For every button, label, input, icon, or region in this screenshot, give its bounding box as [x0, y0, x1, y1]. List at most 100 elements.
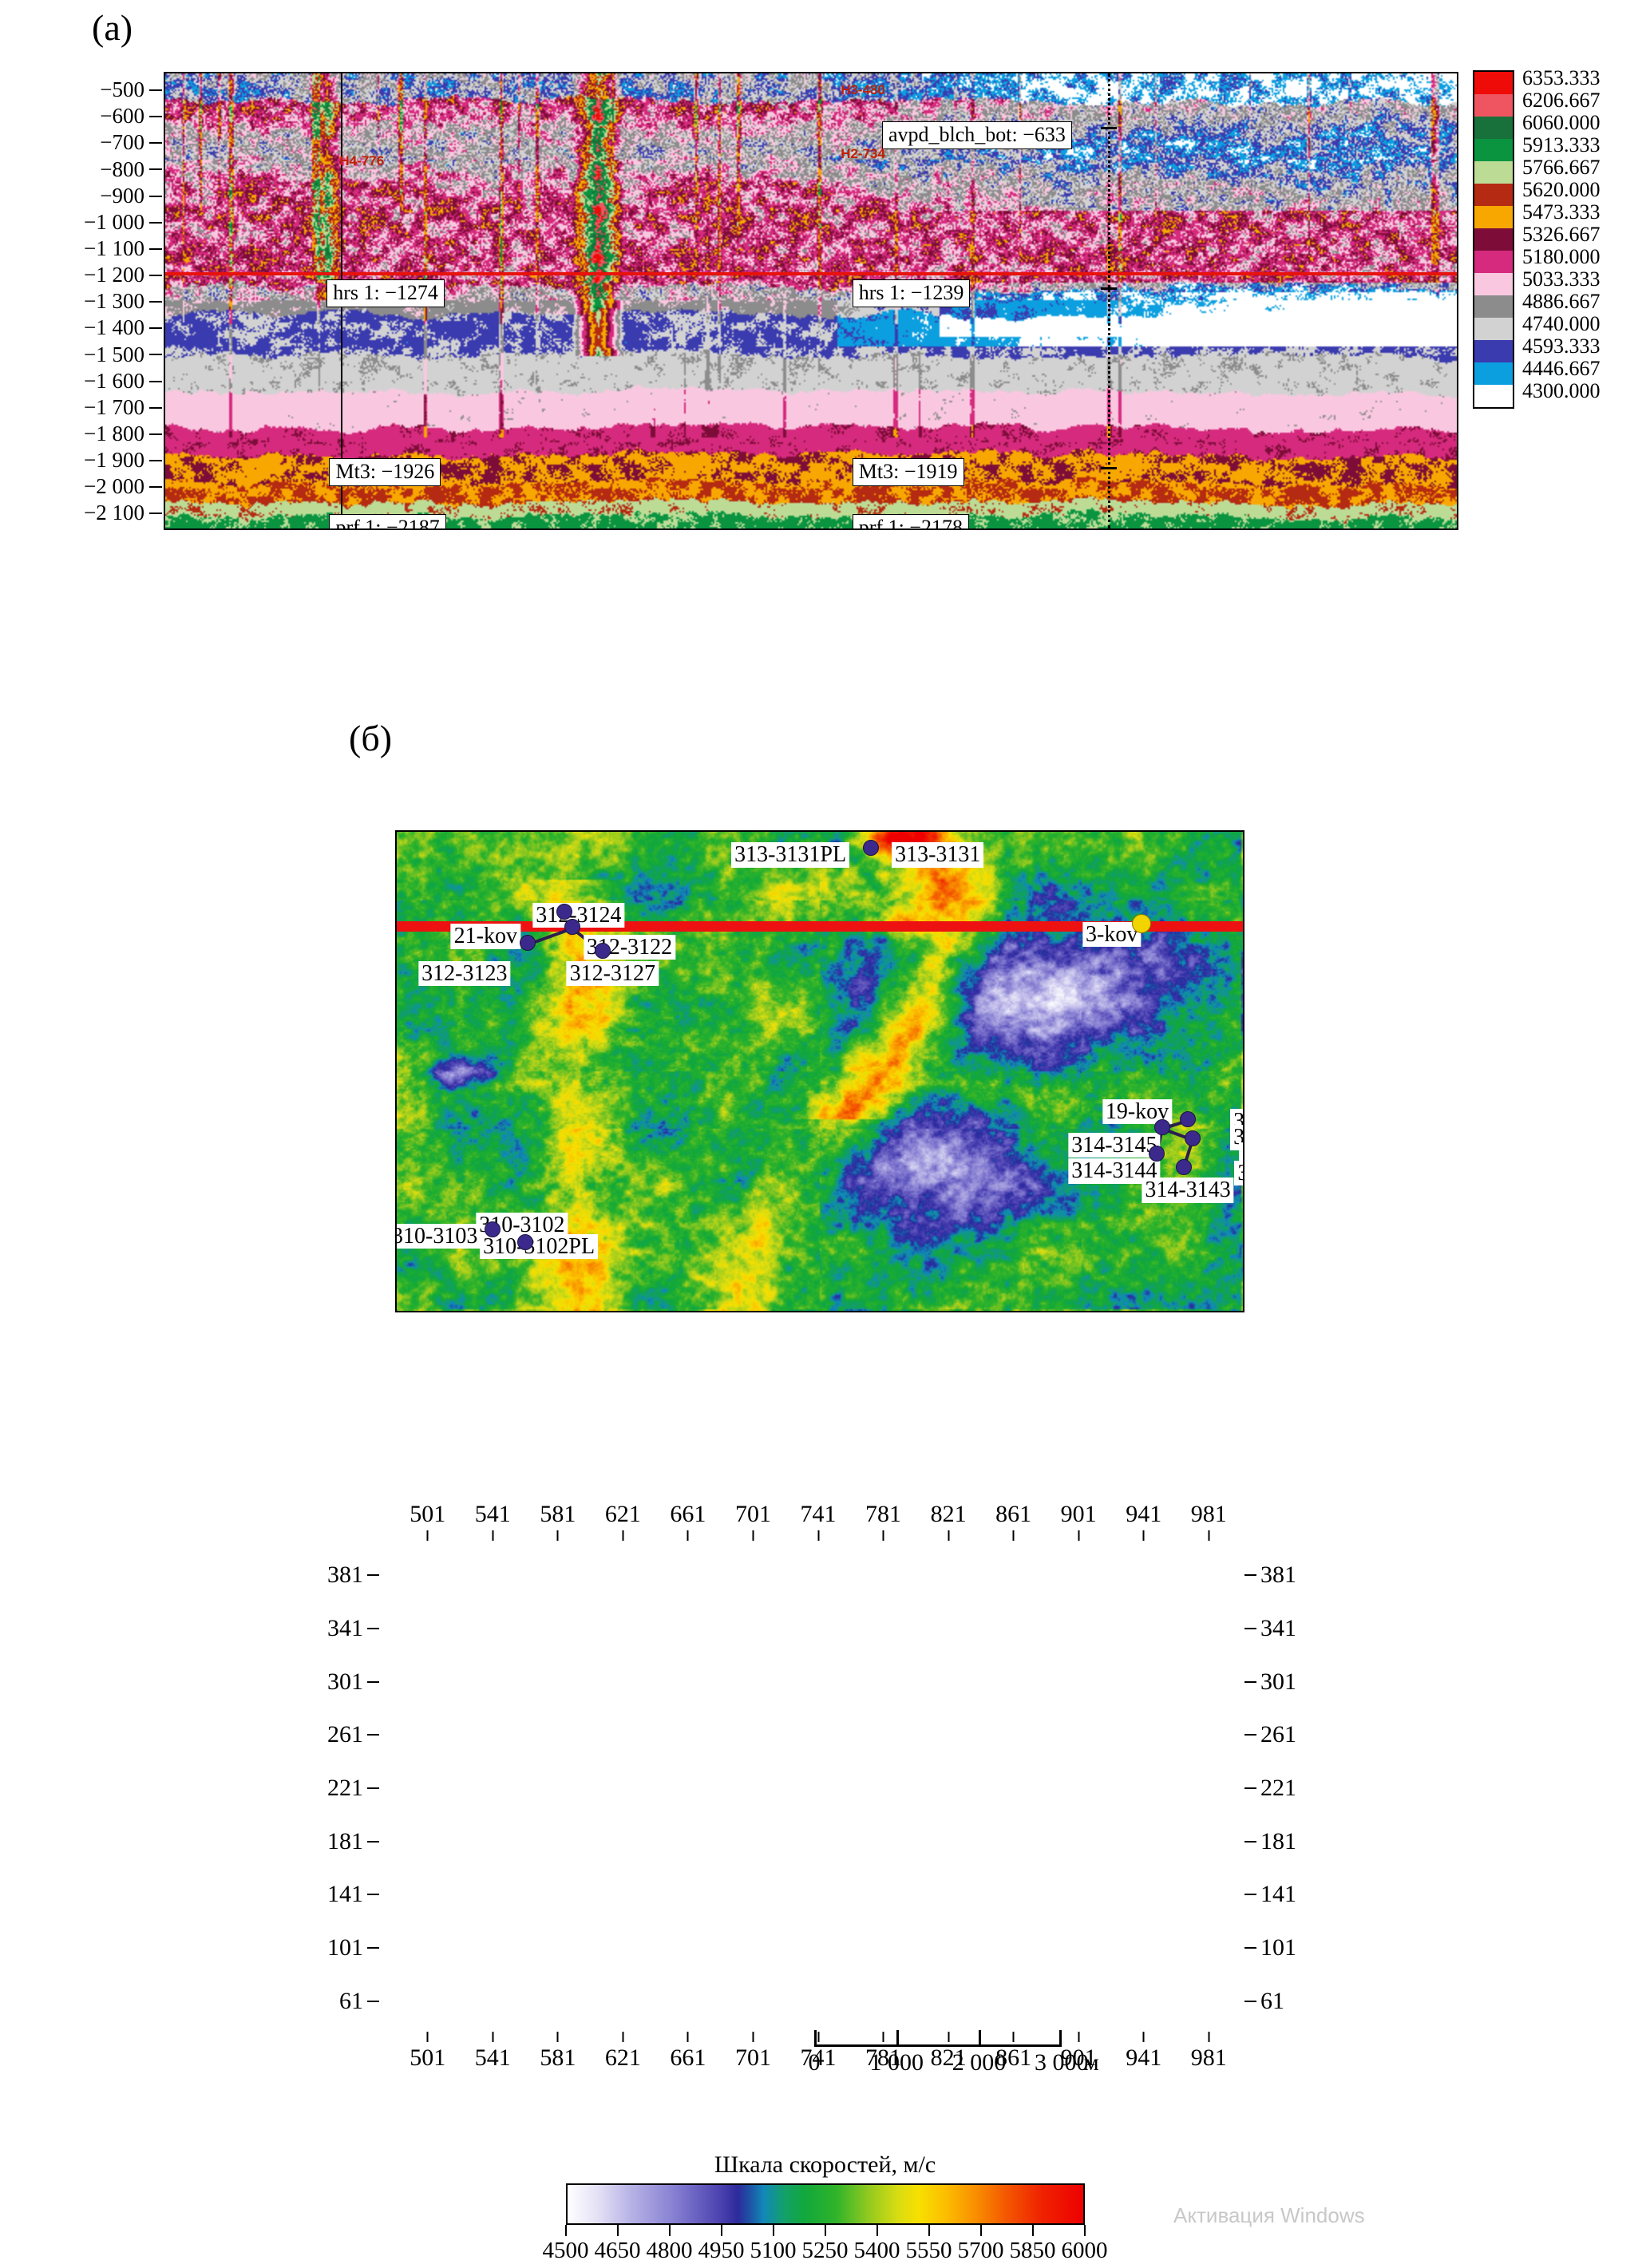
horizon-pick-mark	[1101, 287, 1118, 291]
legend-label: 5473.333	[1522, 200, 1601, 224]
well-marker[interactable]	[594, 942, 611, 959]
scalebar-unit: м	[1083, 2049, 1099, 2076]
velocity-colorbar: Шкала скоростей, м/с 4500 4650 4800 4950 510…	[0, 2151, 1650, 2268]
legend-swatch	[1474, 273, 1513, 295]
well-marker[interactable]	[556, 903, 572, 920]
depth-tick-label: −1 900	[0, 449, 162, 471]
horizon-annotation: hrs 1: −1239	[852, 279, 971, 307]
velocity-tick	[1031, 2225, 1034, 2236]
scalebar-tick	[896, 2030, 900, 2046]
legend-swatch	[1474, 251, 1513, 273]
legend-label: 4446.667	[1522, 357, 1601, 380]
legend-label: 5766.667	[1522, 156, 1601, 179]
legend-swatch	[1474, 385, 1513, 407]
map-x-tick-bottom: 941	[1126, 2032, 1161, 2072]
scalebar-tick	[1059, 2030, 1062, 2046]
well-label: 312-3123	[418, 961, 511, 987]
well-label: 314-3145	[1068, 1132, 1161, 1158]
legend-swatch	[1474, 295, 1513, 318]
legend-swatch	[1474, 362, 1513, 385]
legend-swatch	[1474, 228, 1513, 251]
map-y-tick-left: 381	[299, 1561, 379, 1589]
horizon-pick-mark	[1101, 467, 1118, 470]
legend-label: 6206.667	[1522, 89, 1601, 112]
well-marker[interactable]	[1148, 1146, 1165, 1162]
velocity-colorbar-title: Шкала скоростей, м/с	[714, 2151, 936, 2178]
well-marker[interactable]	[1185, 1130, 1201, 1146]
scalebar-label: 1 000	[869, 2049, 924, 2076]
well-marker[interactable]	[1131, 914, 1151, 934]
depth-tick-label: −700	[0, 132, 162, 153]
well-marker[interactable]	[520, 935, 536, 952]
panel-b-velocity-map: (б) 313-3131PL 313-3131 312-3124 21-kov 312-…	[0, 718, 1650, 2263]
well-marker[interactable]	[1154, 1119, 1171, 1136]
well-label: 310-3103	[397, 1223, 481, 1249]
velocity-tick-label: 4500	[542, 2238, 589, 2263]
well-label: 314-3143	[1142, 1178, 1234, 1203]
horizon-annotation: avpd_blch_bot: −633	[881, 121, 1072, 149]
map-x-tick-top: 621	[605, 1501, 641, 1541]
map-y-tick-left: 181	[299, 1828, 379, 1855]
well-label: 313-3131	[892, 842, 984, 868]
legend-label: 5033.333	[1522, 267, 1601, 291]
map-x-tick-top: 981	[1191, 1501, 1227, 1541]
depth-tick-label: −900	[0, 184, 162, 207]
map-y-tick-left: 261	[299, 1721, 379, 1748]
velocity-colorbar-wrap: 4500 4650 4800 4950 5100 5250 5400 5550 5700 5850…	[543, 2183, 1108, 2268]
legend-swatch	[1474, 94, 1513, 117]
panel-a-cross-section: (a) avpd_blch_bot: −633 hrs 1: −1274 hrs 1…	[0, 0, 1650, 718]
well-marker[interactable]	[862, 839, 879, 856]
well-marker[interactable]	[564, 918, 581, 935]
velocity-tick	[720, 2225, 722, 2236]
legend-label: 4740.000	[1522, 312, 1601, 335]
horizon-annotation: hrs 1: −1274	[326, 279, 445, 307]
velocity-tick-label: 5700	[957, 2238, 1004, 2263]
well-label: 314-3142	[1234, 1160, 1243, 1185]
legend-swatch	[1474, 117, 1513, 139]
well-marker[interactable]	[1180, 1111, 1197, 1127]
map-x-tick-top: 861	[995, 1501, 1031, 1541]
scalebar-labels: 0 1 000 2 000 3 000 м	[809, 2049, 1099, 2076]
velocity-tick-label: 5250	[801, 2238, 849, 2263]
legend-swatch	[1474, 161, 1513, 184]
legend-label: 6353.333	[1522, 66, 1601, 89]
horizon-pick-mark	[1101, 127, 1118, 130]
legend-swatch	[1474, 184, 1513, 206]
well-marker[interactable]	[517, 1233, 534, 1250]
map-y-tick-left: 141	[299, 1881, 379, 1908]
legend-value-labels: 6353.333 6206.667 6060.000 5913.333 5766.667…	[1522, 67, 1601, 402]
map-x-tick-bottom: 701	[735, 2032, 771, 2072]
well-marker[interactable]	[484, 1221, 501, 1237]
scalebar-label: 0	[808, 2049, 821, 2076]
map-y-tick-right: 181	[1244, 1828, 1296, 1855]
well-label: 21-kov	[450, 924, 520, 949]
scalebar-bar	[814, 2030, 1062, 2048]
map-y-tick-left: 101	[299, 1934, 379, 1961]
depth-tick-label: −500	[0, 79, 162, 101]
map-y-tick-right: 341	[1244, 1615, 1296, 1642]
well-marker[interactable]	[1175, 1159, 1192, 1175]
depth-tick-label: −1 200	[0, 264, 162, 286]
depth-tick-label: −600	[0, 105, 162, 127]
scalebar-tick	[979, 2030, 982, 2046]
well-label: 19-kov	[1102, 1098, 1173, 1125]
legend-label: 6060.000	[1522, 111, 1601, 134]
map-x-tick-top: 901	[1061, 1501, 1097, 1541]
legend-label: 4300.000	[1522, 379, 1601, 402]
velocity-tick	[979, 2225, 982, 2236]
scalebar-tick	[814, 2030, 817, 2046]
map-x-tick-bottom: 541	[475, 2032, 511, 2072]
map-y-tick-right: 141	[1244, 1881, 1296, 1908]
legend-label: 4886.667	[1522, 290, 1601, 313]
horizon-annotation: prf 1: −2187	[329, 513, 446, 528]
map-x-tick-top: 941	[1126, 1501, 1161, 1541]
velocity-tick	[824, 2225, 826, 2236]
well-tag: H2-734	[841, 146, 885, 162]
legend-swatch	[1474, 139, 1513, 161]
velocity-tick-label: 4950	[698, 2238, 745, 2263]
scalebar-baseline	[814, 2044, 1062, 2047]
distance-scalebar: 0 1 000 2 000 3 000 м	[809, 2030, 1099, 2076]
legend-label: 5620.000	[1522, 178, 1601, 201]
windows-activation-watermark: Активация Windows	[1173, 2203, 1365, 2227]
velocity-tick-label: 4650	[594, 2238, 641, 2263]
